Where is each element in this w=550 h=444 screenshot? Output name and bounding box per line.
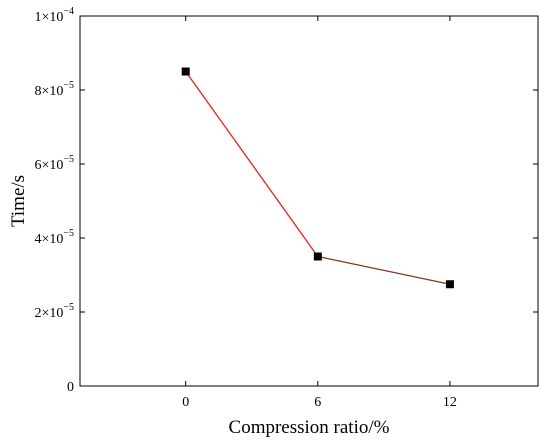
y-tick-label: 0	[67, 380, 74, 395]
x-tick-label: 12	[443, 395, 457, 410]
x-axis-title: Compression ratio/%	[229, 417, 390, 438]
x-tick-label: 0	[182, 395, 189, 410]
y-tick-mantissa: 4×10	[34, 232, 63, 247]
y-tick-exponent: −5	[63, 228, 74, 239]
series-line-segment	[185, 71, 319, 257]
y-tick-exponent: −5	[63, 302, 74, 313]
y-tick-exponent: −4	[63, 6, 74, 17]
x-axis-ticks: 0 6 12	[182, 16, 457, 410]
y-axis-title: Time/s	[8, 175, 29, 227]
y-tick-label: 1×10−4	[34, 6, 74, 25]
y-tick-mantissa: 1×10	[34, 10, 63, 25]
data-point	[313, 252, 322, 261]
series-points	[181, 67, 454, 289]
y-tick-mantissa: 0	[67, 380, 74, 395]
plot-frame	[79, 15, 539, 387]
y-tick-label: 4×10−5	[34, 228, 74, 247]
data-point	[445, 280, 454, 289]
y-tick-label: 2×10−5	[34, 302, 74, 321]
y-tick-exponent: −5	[63, 154, 74, 165]
y-tick-label: 6×10−5	[34, 154, 74, 173]
data-point	[181, 67, 190, 76]
y-tick-mantissa: 8×10	[34, 84, 63, 99]
y-axis-ticks: 02×10−54×10−56×10−58×10−51×10−4	[34, 6, 538, 395]
series-line-segment	[317, 255, 451, 285]
y-tick-mantissa: 2×10	[34, 306, 63, 321]
y-tick-label: 8×10−5	[34, 80, 74, 99]
y-tick-mantissa: 6×10	[34, 158, 63, 173]
x-tick-label: 6	[314, 395, 321, 410]
y-tick-exponent: −5	[63, 80, 74, 91]
series-lines	[185, 71, 451, 285]
